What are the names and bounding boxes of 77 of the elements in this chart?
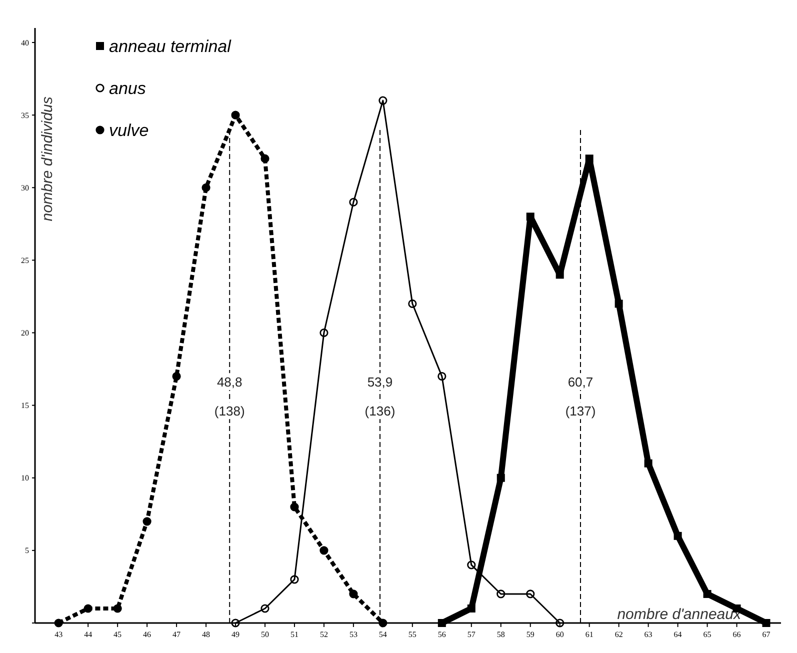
point <box>556 618 564 628</box>
point <box>54 618 63 628</box>
x-tick-label: 49 <box>232 630 240 639</box>
y-tick-label: 15 <box>21 401 29 410</box>
point <box>142 517 152 526</box>
point <box>231 110 240 120</box>
point <box>408 299 417 308</box>
point <box>467 560 476 570</box>
x-tick-label: 48 <box>202 630 210 639</box>
x-tick-label: 65 <box>703 630 712 639</box>
x-tick-label: 60 <box>556 630 564 639</box>
x-tick-label: 45 <box>114 630 122 639</box>
point <box>674 532 682 540</box>
annotation: (137) <box>565 404 596 419</box>
point <box>84 604 92 613</box>
point <box>320 546 328 555</box>
x-tick-label: 62 <box>614 630 623 639</box>
point <box>644 459 652 468</box>
point <box>231 618 240 628</box>
point <box>349 198 358 206</box>
x-tick-label: 55 <box>408 630 416 639</box>
point <box>378 618 388 628</box>
point <box>320 328 328 338</box>
legend-label: anneau terminal <box>109 36 232 56</box>
point <box>762 619 770 627</box>
x-tick-label: 43 <box>54 630 63 639</box>
point <box>438 372 446 381</box>
x-tick-label: 54 <box>378 630 387 639</box>
point <box>172 372 181 381</box>
x-tick-label: 44 <box>84 630 92 639</box>
x-tick-label: 50 <box>260 630 269 639</box>
annotation: 60,7 <box>568 374 594 390</box>
x-axis-title: nombre d'anneaux <box>617 606 742 623</box>
point <box>496 590 506 598</box>
point <box>467 604 476 612</box>
x-tick-label: 57 <box>467 630 476 639</box>
x-tick-label: 47 <box>172 630 181 639</box>
x-tick-label: 64 <box>674 630 682 639</box>
y-axis-title: nombre d'individus <box>39 96 56 222</box>
y-tick-label: 30 <box>21 183 29 192</box>
x-tick-label: 61 <box>585 630 594 639</box>
legend-label: anus <box>109 78 146 98</box>
x-tick-label: 66 <box>732 630 741 639</box>
point <box>526 590 535 598</box>
x-tick-label: 59 <box>526 630 534 639</box>
x-tick-label: 67 <box>762 630 770 639</box>
annotation: 48,8 <box>216 374 242 390</box>
point <box>585 154 594 163</box>
point <box>438 619 446 627</box>
y-tick-label: 10 <box>21 474 29 483</box>
x-tick-label: 63 <box>644 630 652 639</box>
point <box>202 183 210 192</box>
annotation: 53,9 <box>367 374 393 390</box>
point <box>378 96 388 105</box>
x-tick-label: 56 <box>438 630 446 639</box>
point <box>290 575 299 584</box>
point <box>526 212 534 221</box>
y-tick-label: 5 <box>25 546 29 556</box>
y-tick-label: 20 <box>21 328 29 338</box>
x-tick-label: 53 <box>349 630 358 639</box>
x-tick-label: 46 <box>143 630 152 639</box>
point <box>260 604 270 613</box>
annotation: (138) <box>214 404 245 419</box>
annotation: (136) <box>364 404 396 419</box>
y-tick-label: 35 <box>21 110 29 120</box>
y-tick-label: 40 <box>21 38 29 48</box>
legend-label: vulve <box>109 120 149 140</box>
x-tick-label: 58 <box>496 630 505 639</box>
point <box>290 502 299 512</box>
x-tick-label: 51 <box>290 630 298 639</box>
point <box>703 590 712 598</box>
point <box>556 270 564 279</box>
point <box>260 154 270 163</box>
y-tick-label: 25 <box>21 256 29 265</box>
point <box>349 590 358 598</box>
x-tick-label: 52 <box>320 630 328 639</box>
point <box>113 604 122 613</box>
